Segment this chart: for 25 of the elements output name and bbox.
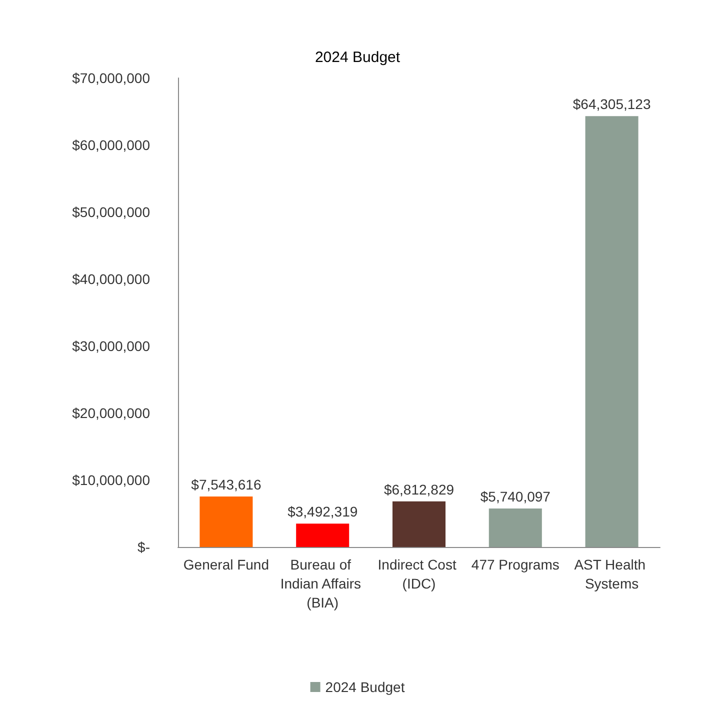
x-tick-label: AST Health Systems (574, 556, 650, 592)
y-tick-label: $50,000,000 (72, 204, 150, 220)
bar (296, 524, 350, 547)
y-tick-label: $10,000,000 (72, 472, 150, 488)
chart-title: 2024 Budget (314, 49, 401, 66)
data-label: $5,740,097 (480, 488, 551, 505)
data-label: $64,305,123 (572, 96, 651, 112)
legend-label: 2024 Budget (325, 679, 405, 695)
y-tick-label: $20,000,000 (72, 405, 150, 421)
data-label: $3,492,319 (288, 504, 358, 520)
y-tick-label: $30,000,000 (72, 338, 150, 354)
y-tick-label: $40,000,000 (72, 271, 150, 287)
x-tick-label: Bureau of Indian Affairs (BIA) (280, 556, 365, 610)
x-tick-label: General Fund (183, 556, 270, 572)
bar (200, 496, 253, 547)
y-tick-label: $70,000,000 (72, 70, 150, 86)
x-tick-label: Indirect Cost (IDC) (378, 556, 460, 592)
data-label: $6,812,829 (384, 481, 454, 498)
y-tick-label: $- (138, 539, 150, 555)
bar (392, 501, 446, 547)
bar (488, 508, 542, 547)
data-label: $7,543,616 (191, 476, 262, 492)
x-tick-label: 477 Programs (471, 556, 560, 572)
bar (585, 116, 638, 547)
y-tick-label: $60,000,000 (72, 137, 150, 153)
